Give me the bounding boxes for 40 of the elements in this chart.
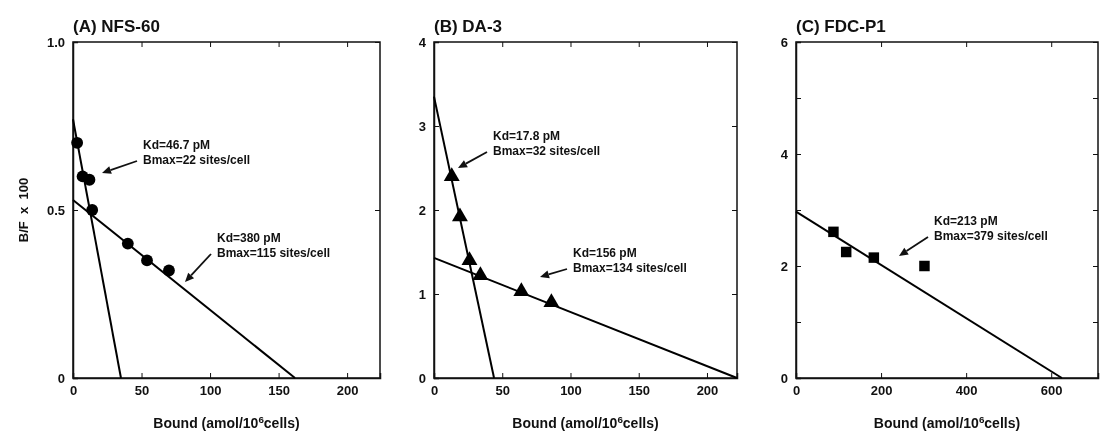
- y-tick-label: 1.0: [46, 34, 65, 50]
- y-tick-label: 0: [57, 370, 65, 386]
- x-tick-label: 600: [1040, 383, 1063, 399]
- annotation: Kd=17.8 pM Bmax=32 sites/cell: [493, 129, 601, 158]
- x-axis-title: Bound (amol/10$^{6}$cells): [873, 413, 1021, 431]
- x-tick-label: 0: [792, 383, 801, 399]
- y-tick-label: 0.5: [46, 202, 65, 218]
- y-tick-label: 2: [418, 202, 426, 218]
- annotation: Kd=213 pM Bmax=379 sites/cell: [934, 214, 1048, 243]
- x-tick-label: 150: [628, 383, 651, 399]
- annotation: Kd=46.7 pM Bmax=22 sites/cell: [143, 138, 251, 167]
- y-axis-title: B/F x 100: [16, 177, 31, 243]
- y-tick-label: 6: [780, 34, 788, 50]
- x-axis-title: Bound (amol/10$^{6}$cells): [153, 413, 300, 431]
- y-tick-label: 0: [780, 370, 788, 386]
- point: [919, 260, 930, 272]
- x-tick-label: 100: [199, 383, 222, 399]
- x-tick-label: 200: [336, 383, 359, 399]
- y-tick-label: 0: [418, 370, 426, 386]
- x-tick-label: 50: [134, 383, 150, 399]
- x-tick-label: 400: [955, 383, 978, 399]
- chart-title: (B) DA-3: [434, 17, 502, 36]
- x-tick-label: 200: [696, 383, 719, 399]
- annotation: Kd=380 pM Bmax=115 sites/cell: [217, 231, 331, 260]
- x-tick-label: 100: [560, 383, 582, 399]
- y-tick-label: 4: [780, 146, 789, 162]
- x-tick-label: 150: [268, 383, 290, 399]
- chart-title: (C) FDC-P1: [796, 17, 886, 36]
- chart-title: (A) NFS-60: [73, 17, 160, 36]
- y-tick-label: 1: [418, 286, 426, 302]
- annotation: Kd=156 pM Bmax=134 sites/cell: [573, 246, 687, 275]
- point: [840, 246, 852, 258]
- x-tick-label: 50: [495, 383, 510, 399]
- x-tick-label: 0: [430, 383, 439, 399]
- y-tick-label: 2: [780, 258, 788, 274]
- x-tick-label: 0: [69, 383, 78, 399]
- x-tick-label: 200: [870, 383, 893, 399]
- y-tick-label: 4: [418, 34, 427, 50]
- x-axis-title: Bound (amol/10$^{6}$cells): [512, 413, 659, 431]
- y-tick-label: 3: [418, 118, 426, 134]
